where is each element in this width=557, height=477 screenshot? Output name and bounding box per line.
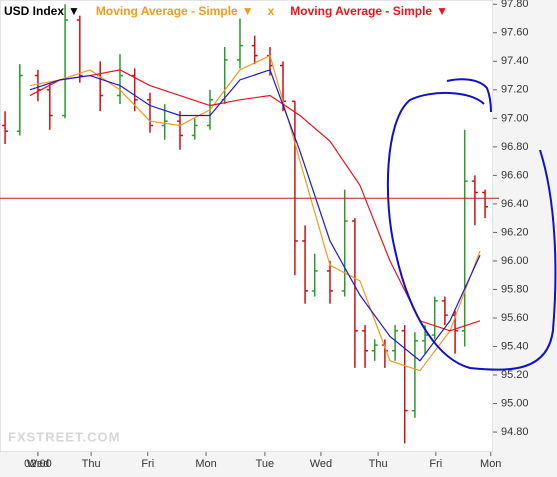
- watermark: FXSTREET.COM: [8, 429, 120, 444]
- legend-label: Moving Average - Simple: [290, 4, 432, 18]
- y-tick-label: 95.20: [501, 369, 529, 381]
- y-tick-label: 95.00: [501, 397, 529, 409]
- plot: [2, 4, 489, 444]
- x-tick-label: 02:00: [24, 458, 52, 470]
- moving-average-line: [29, 69, 481, 362]
- y-tick-label: 97.40: [501, 55, 529, 67]
- y-tick-label: 96.40: [501, 198, 529, 210]
- x-tick-label: Fri: [429, 458, 442, 470]
- hand-drawn-annotation: [386, 92, 557, 371]
- y-tick-label: 97.00: [501, 112, 529, 124]
- y-tick-label: 96.80: [501, 141, 529, 153]
- moving-average-line: [29, 54, 481, 372]
- x-tick-label: Mon: [195, 458, 216, 470]
- y-tick-label: 97.60: [501, 27, 529, 39]
- moving-average-line: [29, 69, 481, 332]
- y-tick-label: 95.40: [501, 340, 529, 352]
- legend: USD Index ▼ Moving Average - Simple ▼ x Movin…: [4, 4, 448, 18]
- legend-marker: ▼: [68, 4, 80, 18]
- x-tick-label: Fri: [141, 458, 154, 470]
- legend-marker: ▼: [436, 4, 448, 18]
- legend-marker: ▼: [242, 4, 254, 18]
- hand-drawn-annotation: [446, 78, 492, 113]
- y-tick-label: 95.60: [501, 312, 529, 324]
- y-axis-area: [493, 0, 557, 477]
- legend-close: x: [268, 4, 275, 18]
- x-axis-area: [0, 452, 493, 477]
- y-tick-label: 96.20: [501, 226, 529, 238]
- legend-label: Moving Average - Simple: [96, 4, 238, 18]
- x-tick-label: Wed: [310, 458, 332, 470]
- plot-area: [0, 0, 494, 453]
- y-tick-label: 94.80: [501, 426, 529, 438]
- x-tick-label: Tue: [256, 458, 275, 470]
- y-tick-label: 97.80: [501, 0, 529, 10]
- y-tick-label: 95.80: [501, 283, 529, 295]
- x-tick-label: Thu: [82, 458, 101, 470]
- y-tick-label: 96.00: [501, 255, 529, 267]
- legend-label: USD Index: [4, 4, 64, 18]
- x-tick-label: Mon: [480, 458, 501, 470]
- y-tick-label: 97.20: [501, 84, 529, 96]
- y-tick-label: 96.60: [501, 169, 529, 181]
- x-tick-label: Thu: [369, 458, 388, 470]
- x-tick-label: Wed: [27, 458, 49, 470]
